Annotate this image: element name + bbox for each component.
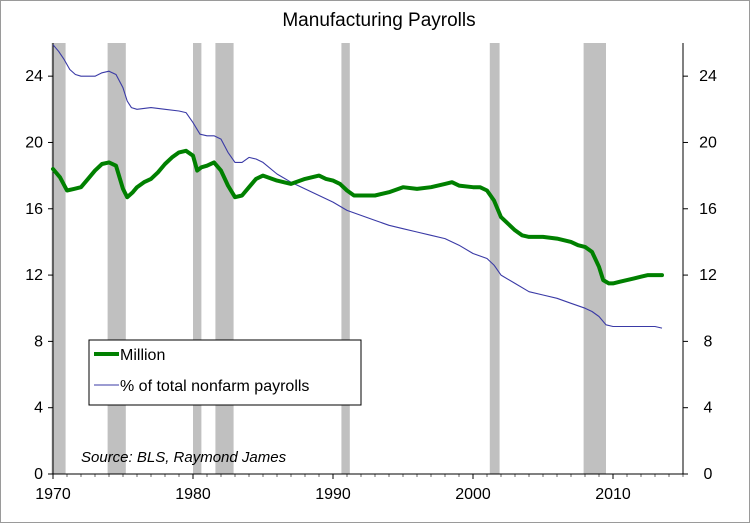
y-tick-label-1: 4	[34, 400, 43, 417]
y-tick-label-6: 24	[25, 68, 43, 85]
y-tick-label-0: 0	[34, 466, 43, 483]
recession-band-2	[193, 43, 202, 474]
x-tick-label-2: 1990	[315, 486, 351, 503]
y2-tick-label-1: 4	[704, 400, 713, 417]
source-note: Source: BLS, Raymond James	[81, 449, 287, 466]
chart-title: Manufacturing Payrolls	[282, 10, 475, 31]
legend: Million % of total nonfarm payrolls	[88, 339, 362, 406]
y2-tick-label-5: 20	[699, 134, 717, 151]
y2-tick-label-3: 12	[699, 267, 717, 284]
recession-band-4	[341, 43, 350, 474]
y2-tick-label-6: 24	[699, 68, 717, 85]
recession-band-5	[489, 43, 500, 474]
legend-label-percent: % of total nonfarm payrolls	[120, 378, 309, 395]
x-tick-label-1: 1980	[175, 486, 211, 503]
recession-bands	[51, 43, 606, 474]
series-lines	[51, 44, 664, 329]
legend-label-million: Million	[120, 347, 165, 364]
y-tick-label-2: 8	[34, 333, 43, 350]
y2-tick-label-4: 16	[699, 201, 717, 218]
y-tick-label-5: 20	[25, 134, 43, 151]
axes: 0 4 8 12 16 20 24 0 4 8 12 16 20 24 1970 1980 1990 2000 20…	[25, 43, 717, 503]
y2-tick-label-2: 8	[704, 333, 713, 350]
y-tick-label-4: 16	[25, 201, 43, 218]
recession-band-3	[215, 43, 234, 474]
x-tick-label-3: 2000	[455, 486, 491, 503]
legend-box	[88, 339, 362, 406]
series-line-percent	[52, 44, 663, 329]
recession-band-1	[107, 43, 126, 474]
y2-tick-label-0: 0	[704, 466, 713, 483]
recession-band-0	[51, 43, 66, 474]
x-tick-label-4: 2010	[595, 486, 631, 503]
x-tick-label-0: 1970	[35, 486, 71, 503]
series-line-million	[51, 148, 664, 286]
y-tick-label-3: 12	[25, 267, 43, 284]
